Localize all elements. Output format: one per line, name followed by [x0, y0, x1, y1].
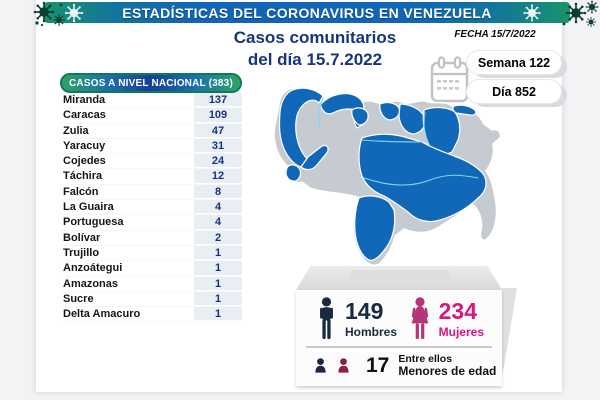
week-badge: Semana 122: [466, 50, 562, 75]
state-name: Portuguesa: [63, 216, 124, 229]
calendar-icon: [430, 56, 469, 103]
table-row: Trujillo 1: [60, 245, 242, 261]
national-cases-table: CASOS A NIVEL NACIONAL (383) Miranda 137 …: [60, 73, 242, 322]
table-row: Falcón 8: [60, 184, 242, 200]
state-name: Cojedes: [63, 155, 106, 168]
state-name: Anzoátegui: [63, 262, 123, 275]
venezuela-map: [273, 87, 502, 267]
state-cases: 31: [194, 138, 242, 154]
table-row: Táchira 12: [60, 169, 242, 184]
table-row: Caracas 109: [60, 108, 242, 123]
state-name: Amazonas: [63, 277, 119, 290]
table-row: Amazonas 1: [60, 276, 242, 292]
table-row: Delta Amacuro 1: [60, 307, 242, 322]
state-cases: 1: [194, 276, 242, 291]
minors-stat: 17 Entre ellos Menores de edad: [296, 348, 502, 379]
state-cases: 24: [194, 154, 242, 169]
state-name: Sucre: [63, 292, 94, 305]
week-badge-label: Semana 122: [477, 55, 551, 70]
state-cases: 137: [194, 93, 242, 108]
table-row: Anzoátegui 1: [60, 261, 242, 276]
men-count: 149: [345, 297, 384, 324]
virus-cluster-right-icon: [562, 0, 599, 27]
table-header: CASOS A NIVEL NACIONAL (383): [60, 73, 242, 93]
minor-female-icon: [338, 358, 349, 374]
state-name: Delta Amacuro: [63, 308, 141, 321]
state-name: Bolívar: [63, 231, 101, 244]
men-stat: 149 Hombres: [316, 297, 397, 340]
map-affected-states: [278, 87, 487, 261]
day-badge-label: Día 852: [492, 84, 536, 99]
table-row: Bolívar 2: [60, 230, 242, 246]
minors-count: 17: [366, 353, 390, 377]
table-row: Sucre 1: [60, 291, 242, 307]
header-banner: ESTADÍSTICAS DEL CORONAVIRUS EN VENEZUEL…: [44, 2, 570, 23]
state-cases: 8: [194, 184, 242, 200]
stats-card-lid-inset: [348, 270, 452, 282]
page-title-line1: Casos comunitarios: [233, 28, 397, 47]
state-name: Táchira: [63, 170, 103, 183]
female-icon: [411, 297, 428, 340]
virus-cluster-left-icon: [33, 1, 65, 27]
state-cases: 1: [194, 261, 242, 276]
state-cases: 2: [194, 230, 242, 245]
day-badge: Día 852: [466, 79, 562, 104]
state-cases: 4: [194, 200, 242, 215]
men-label: Hombres: [345, 324, 398, 339]
table-row: Zulia 47: [60, 123, 242, 139]
table-row: Cojedes 24: [60, 154, 242, 169]
state-name: La Guaira: [63, 201, 114, 214]
stats-card: 149 Hombres 234: [296, 290, 502, 386]
state-name: Falcón: [63, 185, 99, 198]
male-icon: [320, 297, 333, 340]
state-name: Yaracuy: [63, 139, 106, 152]
page-title: Casos comunitarios del día 15.7.2022: [170, 27, 460, 71]
women-label: Mujeres: [438, 324, 484, 339]
map-state-borders: [318, 97, 479, 186]
state-cases: 47: [194, 123, 242, 138]
minor-male-icon: [315, 358, 326, 374]
state-name: Caracas: [63, 109, 106, 122]
state-name: Zulia: [63, 124, 89, 137]
table-row: Miranda 137: [60, 93, 242, 108]
women-count: 234: [438, 297, 478, 324]
virus-white-right-icon: [523, 4, 541, 22]
page-title-line2: del día 15.7.2022: [247, 50, 383, 69]
state-cases: 4: [194, 215, 242, 230]
state-cases: 1: [194, 245, 242, 261]
header-title: ESTADÍSTICAS DEL CORONAVIRUS EN VENEZUEL…: [122, 4, 492, 21]
women-stat: 234 Mujeres: [409, 297, 484, 340]
state-name: Trujillo: [63, 246, 100, 259]
state-cases: 109: [194, 108, 242, 123]
state-cases: 1: [194, 291, 242, 307]
state-name: Miranda: [63, 94, 106, 106]
state-cases: 12: [194, 169, 242, 184]
state-cases: 1: [194, 307, 242, 322]
table-row: La Guaira 4: [60, 200, 242, 215]
card-divider: [306, 346, 492, 348]
table-row: Portuguesa 4: [60, 215, 242, 230]
minors-label-line1: Entre ellos: [398, 353, 453, 365]
table-row: Yaracuy 31: [60, 138, 242, 154]
date-label: FECHA 15/7/2022: [454, 29, 536, 40]
minors-label-line2: Menores de edad: [398, 364, 497, 379]
virus-white-left-icon: [64, 3, 84, 23]
